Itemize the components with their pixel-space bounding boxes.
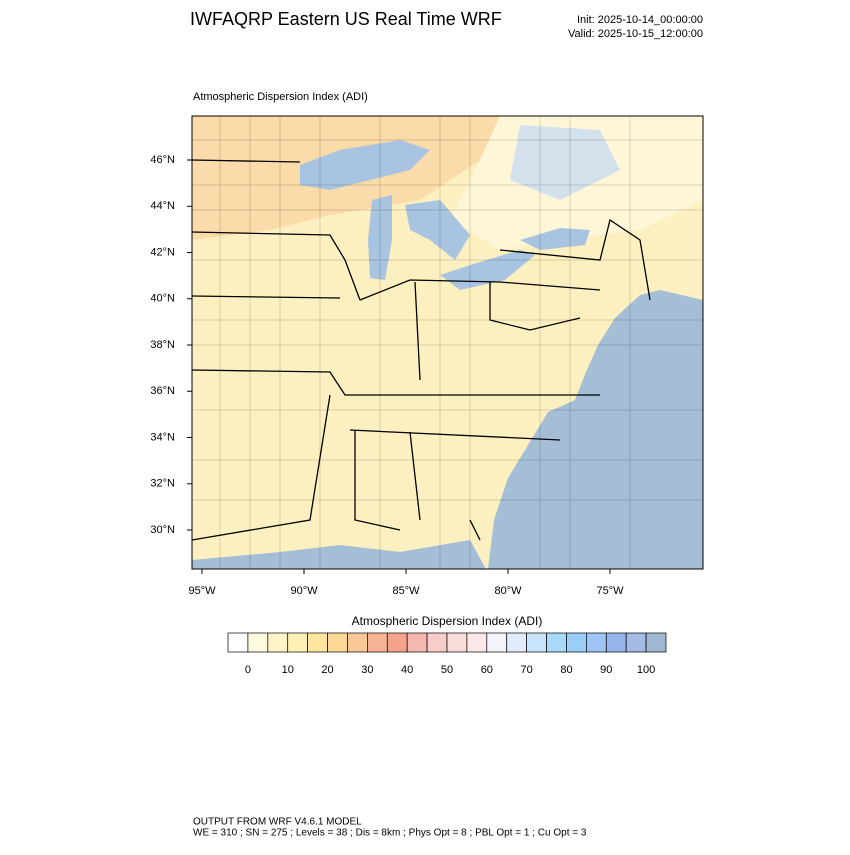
lat-label: 34°N xyxy=(150,431,175,443)
colorbar-box xyxy=(486,632,508,653)
colorbar-box xyxy=(566,632,587,653)
colorbar-label: 50 xyxy=(441,664,453,676)
colorbar-label: 60 xyxy=(481,664,493,676)
lon-label: 75°W xyxy=(596,585,624,597)
colorbar-label: 20 xyxy=(321,664,333,676)
colorbar-title: Atmospheric Dispersion Index (ADI) xyxy=(352,614,543,628)
colorbar-box xyxy=(546,632,567,653)
footer-line: OUTPUT FROM WRF V4.6.1 MODEL xyxy=(193,817,362,828)
colorbar-box xyxy=(247,632,269,653)
colorbar-box xyxy=(327,632,348,653)
colorbar-box xyxy=(307,632,328,653)
lon-label: 95°W xyxy=(188,585,216,597)
lat-label: 32°N xyxy=(150,478,175,490)
colorbar-label: 40 xyxy=(401,664,413,676)
colorbar-box xyxy=(466,632,488,653)
colorbar-box xyxy=(227,632,249,653)
colorbar-box xyxy=(446,632,468,653)
colorbar-label: 70 xyxy=(521,664,533,676)
colorbar-box xyxy=(506,632,527,653)
colorbar-box xyxy=(347,632,368,653)
colorbar-label: 90 xyxy=(600,664,612,676)
lat-label: 40°N xyxy=(150,293,175,305)
colorbar-label: 80 xyxy=(560,664,572,676)
lat-label: 44°N xyxy=(150,200,175,212)
colorbar-box xyxy=(287,632,308,653)
colorbar-box xyxy=(526,632,547,653)
lat-label: 42°N xyxy=(150,246,175,258)
map-title: Atmospheric Dispersion Index (ADI) xyxy=(193,91,368,103)
lat-label: 46°N xyxy=(150,154,175,166)
lat-label: 38°N xyxy=(150,339,175,351)
lon-labels: 95°W 90°W 85°W 80°W 75°W xyxy=(188,569,624,597)
colorbar-box xyxy=(406,632,428,653)
title: IWFAQRP Eastern US Real Time WRF xyxy=(190,9,502,29)
colorbar: 0 10 20 30 40 50 60 70 80 90 100 xyxy=(227,632,667,676)
colorbar-label: 30 xyxy=(361,664,373,676)
colorbar-label: 10 xyxy=(282,664,294,676)
lat-label: 30°N xyxy=(150,524,175,536)
footer-line: WE = 310 ; SN = 275 ; Levels = 38 ; Dis … xyxy=(193,828,587,839)
map: 46°N 44°N 42°N 40°N 38°N 36°N 34°N 32°N 30°N 95°… xyxy=(150,115,704,597)
colorbar-box xyxy=(386,632,408,653)
init-time: Init: 2025-10-14_00:00:00 xyxy=(577,14,703,26)
colorbar-box xyxy=(586,632,607,653)
lat-label: 36°N xyxy=(150,385,175,397)
lon-label: 90°W xyxy=(290,585,318,597)
map-frame xyxy=(191,115,704,570)
lat-labels: 46°N 44°N 42°N 40°N 38°N 36°N 34°N 32°N 30°N xyxy=(150,154,192,536)
colorbar-box xyxy=(267,632,289,653)
colorbar-box xyxy=(426,632,448,653)
colorbar-box xyxy=(367,632,388,653)
colorbar-label: 100 xyxy=(637,664,655,676)
lon-label: 85°W xyxy=(392,585,420,597)
valid-time: Valid: 2025-10-15_12:00:00 xyxy=(568,28,703,40)
lon-label: 80°W xyxy=(494,585,522,597)
colorbar-box xyxy=(605,632,627,653)
colorbar-label: 0 xyxy=(245,664,251,676)
colorbar-box xyxy=(625,632,647,653)
colorbar-box xyxy=(645,632,667,653)
